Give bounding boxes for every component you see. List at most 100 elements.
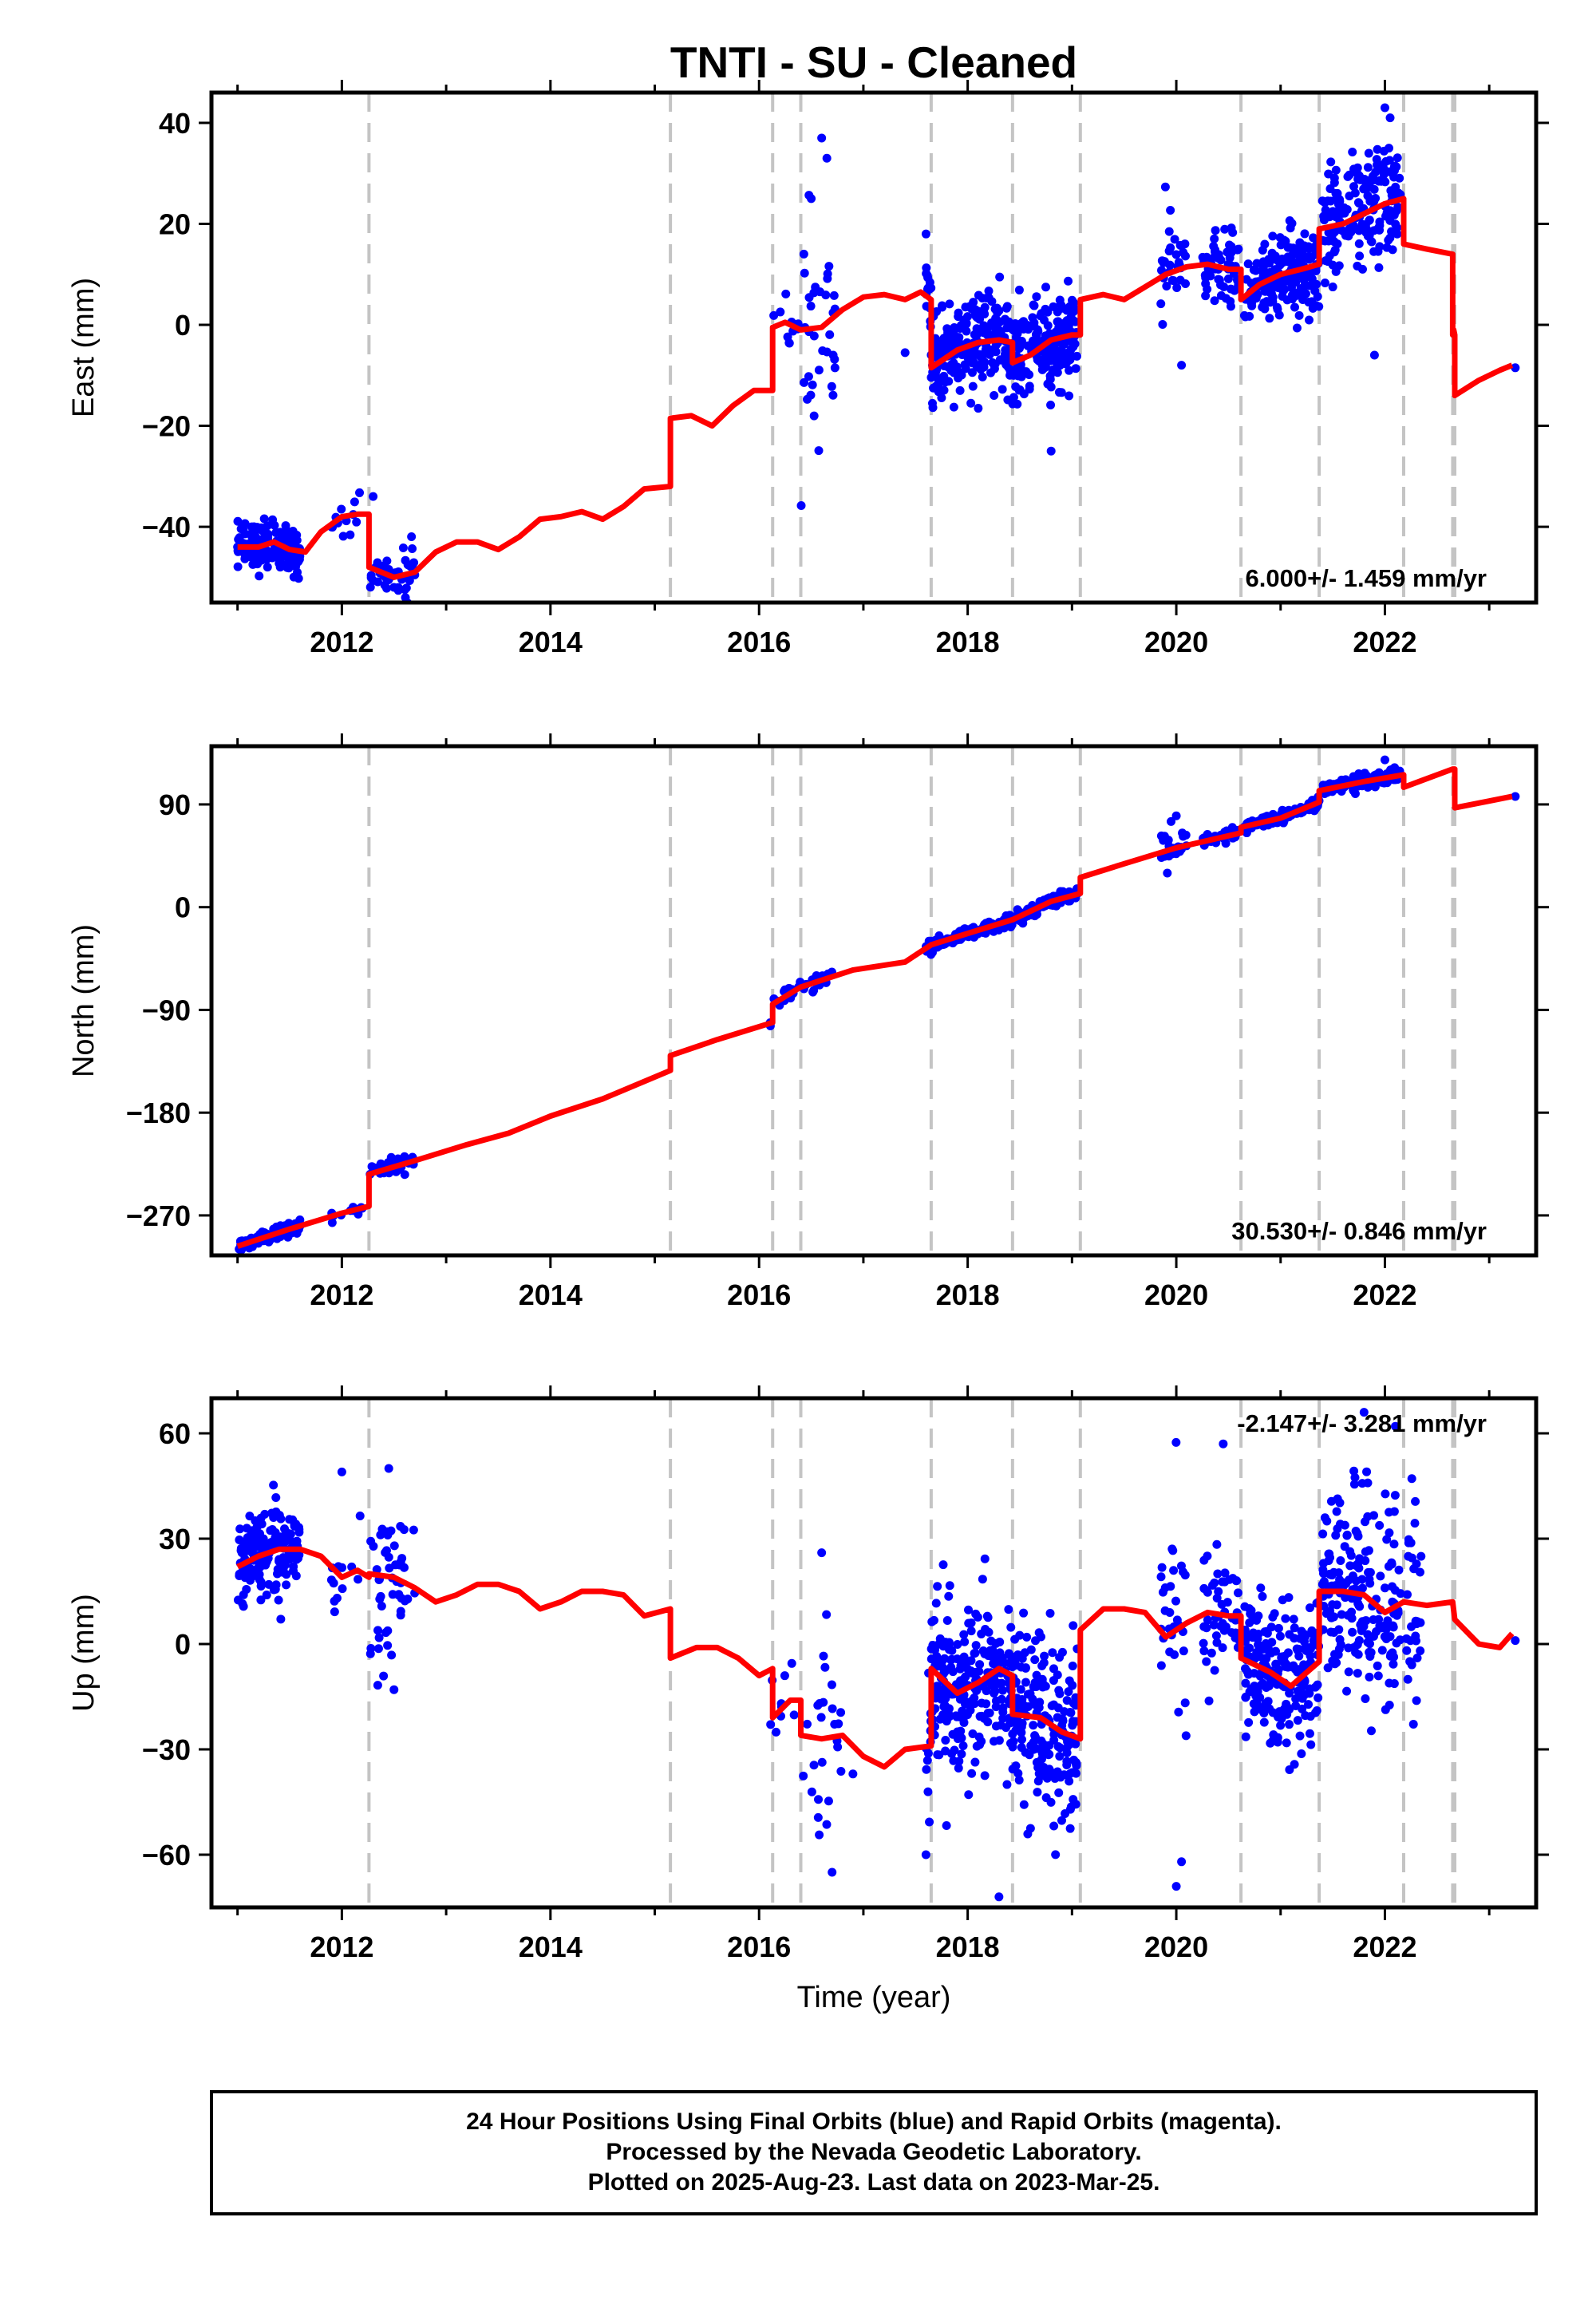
- data-point: [1511, 363, 1520, 373]
- data-point: [1334, 1644, 1344, 1654]
- data-point: [1004, 1605, 1013, 1614]
- data-point: [1374, 1614, 1384, 1624]
- data-point: [1069, 1621, 1078, 1630]
- data-point: [366, 1536, 376, 1546]
- data-point: [247, 1547, 257, 1557]
- data-point: [1210, 296, 1219, 306]
- data-point: [799, 1771, 808, 1780]
- data-point: [1393, 229, 1402, 239]
- data-point: [956, 1726, 966, 1736]
- data-point: [1393, 153, 1402, 163]
- data-point: [1013, 1650, 1023, 1659]
- data-point: [823, 274, 832, 283]
- data-point: [1017, 1728, 1026, 1737]
- data-point: [1412, 1636, 1421, 1646]
- y-tick-label: −180: [126, 1097, 191, 1129]
- data-point: [1381, 156, 1391, 166]
- y-tick-label: 40: [159, 107, 191, 140]
- data-point: [258, 1227, 267, 1237]
- data-point: [337, 1467, 346, 1476]
- data-point: [1355, 1602, 1365, 1611]
- data-point: [1416, 1646, 1425, 1656]
- plot-frame: [209, 90, 1539, 605]
- data-point: [994, 1892, 1004, 1902]
- data-point: [1029, 1737, 1038, 1747]
- data-point: [1071, 1739, 1080, 1749]
- data-point: [921, 229, 930, 239]
- data-point: [942, 1616, 952, 1626]
- data-point: [813, 1812, 823, 1822]
- data-point: [1389, 1539, 1399, 1549]
- data-point: [954, 308, 963, 318]
- data-point: [1353, 1650, 1363, 1659]
- data-point: [1049, 1664, 1059, 1674]
- data-point: [970, 1699, 979, 1709]
- data-point: [828, 1704, 837, 1713]
- plot-frame: [209, 1396, 1539, 1910]
- y-axis-label: Up (mm): [67, 1594, 101, 1712]
- data-point: [1064, 276, 1073, 286]
- data-point: [971, 1641, 981, 1650]
- data-point: [291, 1551, 301, 1561]
- data-point: [1273, 1737, 1282, 1747]
- data-point: [264, 1237, 274, 1247]
- data-point: [1068, 1661, 1077, 1670]
- data-point: [1162, 281, 1171, 290]
- data-point: [1256, 1583, 1266, 1593]
- data-point: [1265, 314, 1274, 323]
- x-tick-label: 2022: [1353, 626, 1416, 658]
- data-point: [1163, 868, 1172, 878]
- data-point: [1062, 1748, 1072, 1757]
- data-point: [998, 1653, 1007, 1662]
- data-point: [968, 381, 978, 391]
- data-point: [1332, 1600, 1341, 1610]
- data-point: [1241, 1732, 1250, 1741]
- data-point: [979, 321, 989, 330]
- model-fit-line: [236, 766, 1513, 1249]
- data-point: [977, 1698, 986, 1708]
- data-point: [1031, 1636, 1041, 1646]
- data-point: [354, 1575, 363, 1584]
- data-point: [355, 488, 365, 497]
- data-point: [1294, 245, 1304, 255]
- data-point: [1043, 321, 1053, 330]
- data-point: [1355, 251, 1365, 261]
- data-point: [962, 1710, 972, 1720]
- y-tick-label: 0: [175, 1628, 191, 1661]
- data-point: [1290, 1634, 1299, 1643]
- data-point: [369, 492, 378, 501]
- data-point: [977, 1711, 986, 1721]
- data-point: [275, 528, 284, 537]
- velocity-label: 6.000+/- 1.459 mm/yr: [1246, 564, 1487, 592]
- data-point: [1057, 346, 1066, 355]
- data-point: [1321, 256, 1330, 266]
- data-point: [268, 1537, 278, 1547]
- data-point: [286, 527, 295, 536]
- data-point: [967, 368, 977, 377]
- data-point: [1324, 236, 1333, 246]
- data-point: [1286, 283, 1296, 293]
- data-point: [966, 398, 976, 408]
- data-point: [950, 1745, 959, 1755]
- data-point: [804, 372, 813, 381]
- data-point: [1053, 360, 1063, 370]
- velocity-label: 30.530+/- 0.846 mm/yr: [1231, 1217, 1487, 1245]
- data-point: [1013, 363, 1023, 373]
- data-point: [991, 1702, 1001, 1712]
- data-point: [1395, 173, 1404, 183]
- data-point: [1180, 251, 1190, 261]
- data-point: [1285, 1765, 1294, 1774]
- data-point: [1013, 371, 1023, 381]
- data-point: [922, 263, 931, 273]
- data-point: [996, 355, 1005, 365]
- data-point: [1365, 1579, 1375, 1588]
- data-point: [812, 971, 821, 981]
- data-point: [1276, 1721, 1286, 1730]
- data-point: [1181, 1731, 1191, 1741]
- data-point: [922, 1765, 931, 1774]
- data-point: [1416, 1551, 1426, 1561]
- data-point: [925, 1817, 934, 1827]
- data-point: [1051, 327, 1061, 337]
- data-point: [1037, 1661, 1047, 1670]
- data-point: [365, 583, 375, 592]
